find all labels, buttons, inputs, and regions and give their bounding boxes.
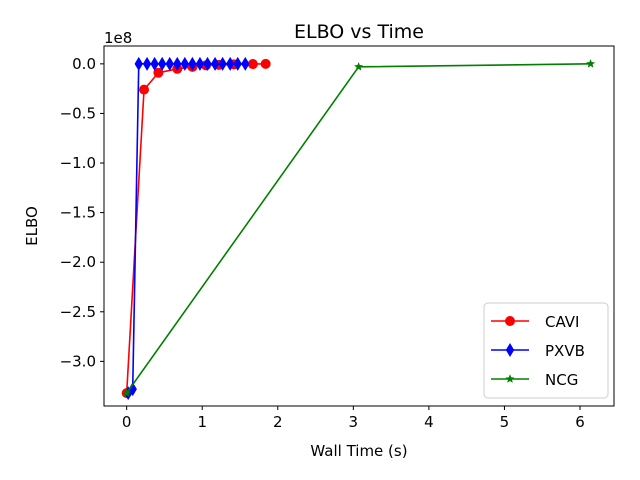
x-tick-label: 0 (122, 413, 132, 431)
data-point-pxvb (150, 56, 159, 71)
y-tick-label: −1.0 (60, 154, 96, 172)
y-tick-label: −1.5 (60, 204, 96, 222)
x-axis: 0 1 2 3 4 5 6 (122, 406, 585, 431)
data-point-pxvb (142, 56, 152, 71)
data-point-pxvb (180, 56, 190, 71)
data-point-pxvb (173, 56, 182, 71)
y-tick-label: −2.0 (60, 253, 96, 271)
data-point-pxvb (165, 56, 174, 71)
legend-label-cavi: CAVI (545, 313, 579, 331)
series-pxvb (123, 56, 250, 401)
y-axis-title: ELBO (23, 206, 41, 246)
data-point-cavi (139, 84, 150, 95)
data-point-pxvb (195, 56, 205, 71)
x-tick-label: 1 (197, 413, 207, 431)
legend-entry-ncg: NCG (491, 371, 578, 389)
y-tick-label: −3.0 (60, 352, 96, 370)
legend-box (483, 302, 609, 399)
y-tick-label: −0.5 (60, 104, 96, 122)
data-point-pxvb (203, 56, 212, 71)
series-layer (121, 56, 596, 401)
data-point-pxvb (241, 56, 250, 71)
data-point-cavi (153, 67, 164, 78)
y-offset-label: 1e8 (104, 29, 132, 47)
legend-label-ncg: NCG (545, 371, 578, 389)
data-point-cavi (247, 59, 258, 70)
y-axis: 0.0 −0.5 −1.0 −1.5 −2.0 −2.5 −3.0 (60, 55, 104, 370)
x-tick-label: 4 (424, 413, 434, 431)
y-tick-label: 0.0 (72, 55, 96, 73)
legend-marker-cavi (505, 316, 515, 326)
x-tick-label: 3 (349, 413, 359, 431)
data-point-pxvb (157, 56, 167, 71)
chart-title: ELBO vs Time (294, 21, 424, 43)
data-point-pxvb (233, 56, 242, 71)
data-point-pxvb (188, 56, 197, 71)
legend-entry-cavi: CAVI (491, 313, 579, 331)
data-point-ncg (122, 388, 132, 398)
x-tick-label: 2 (273, 413, 283, 431)
legend-marker-ncg (505, 374, 515, 383)
series-ncg (122, 58, 596, 398)
x-tick-label: 6 (575, 413, 585, 431)
data-point-pxvb (218, 56, 227, 71)
plot-frame (103, 45, 615, 407)
data-point-pxvb (225, 56, 235, 71)
legend-marker-pxvb (505, 343, 515, 357)
legend: CAVI PXVB NCG (483, 302, 609, 399)
data-point-ncg (585, 58, 596, 68)
data-point-pxvb (134, 56, 143, 71)
legend-entry-pxvb: PXVB (491, 342, 585, 360)
data-point-cavi (260, 58, 271, 69)
data-point-ncg (353, 61, 364, 71)
x-axis-title: Wall Time (s) (310, 442, 407, 460)
x-tick-label: 5 (500, 413, 510, 431)
legend-label-pxvb: PXVB (545, 342, 585, 360)
data-point-pxvb (210, 56, 220, 71)
y-tick-label: −2.5 (60, 303, 96, 321)
